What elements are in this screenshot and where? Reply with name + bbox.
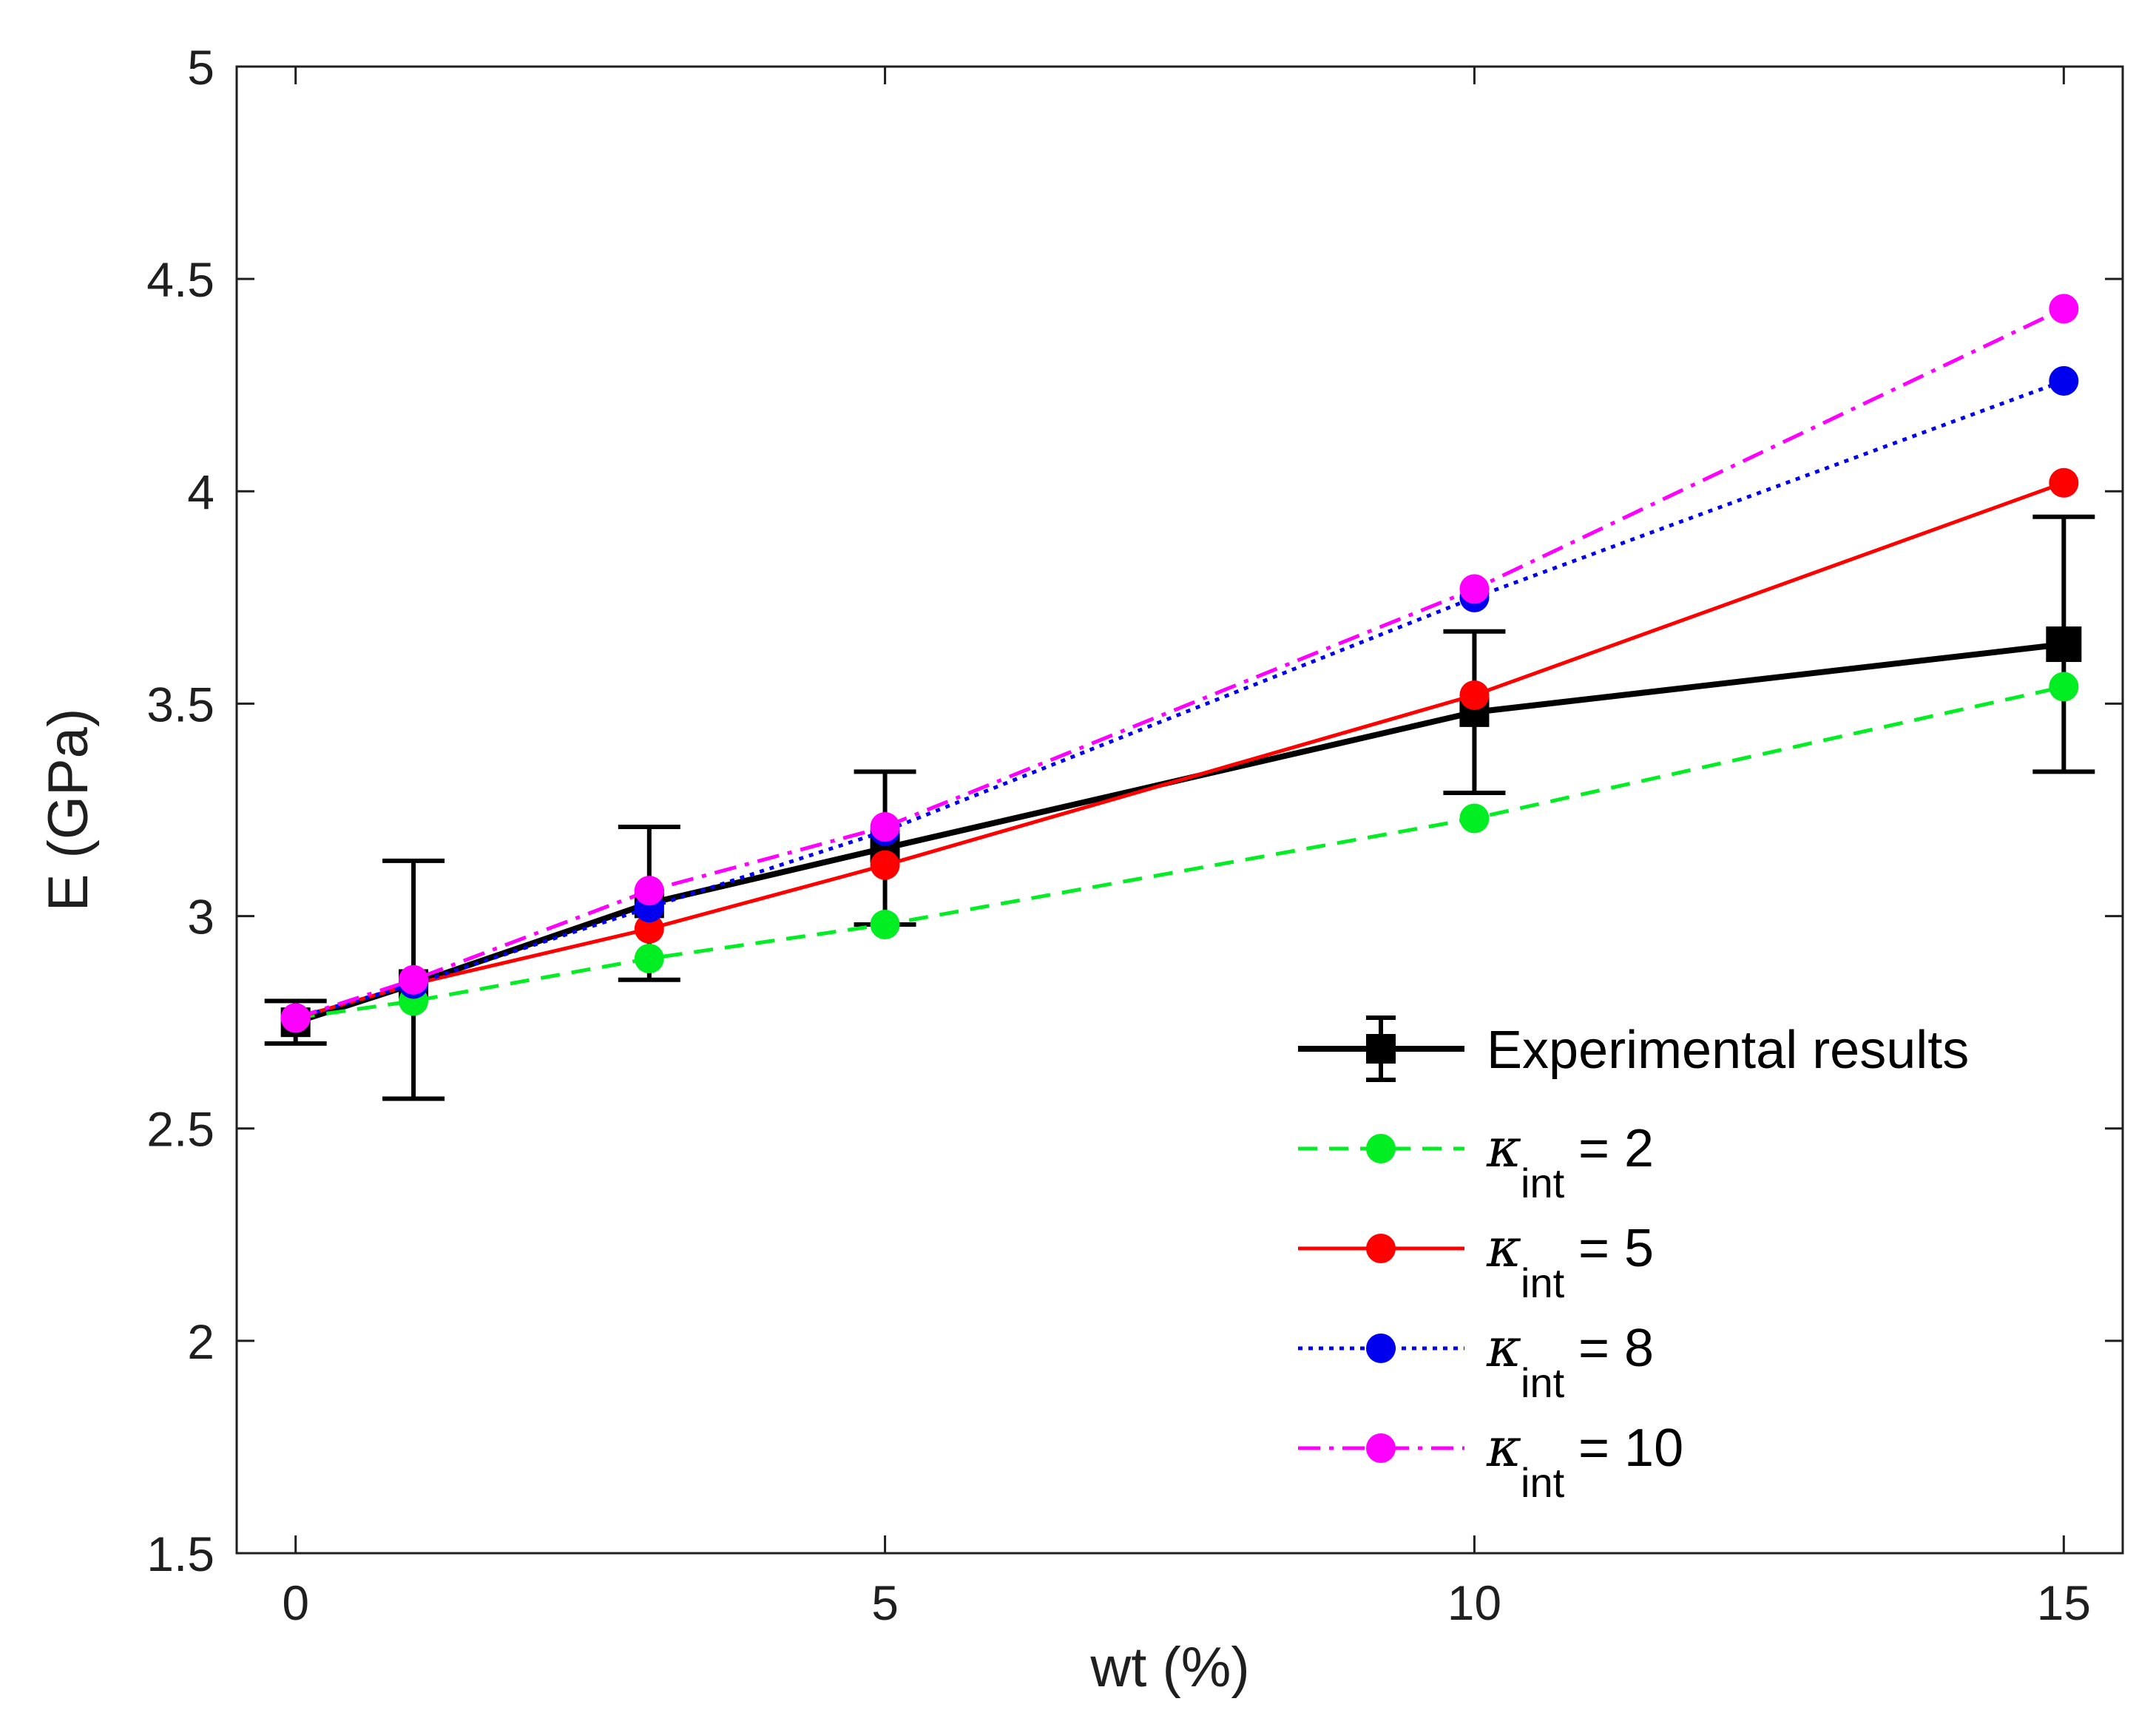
legend-label: = 10	[1578, 1419, 1683, 1478]
x-tick-label: 15	[2037, 1575, 2091, 1630]
y-tick-label: 2	[187, 1314, 214, 1369]
k8-line	[295, 379, 2065, 1020]
k8-marker	[2049, 365, 2079, 396]
k5-marker	[870, 850, 900, 880]
k10-marker	[280, 1003, 311, 1033]
y-tick-label: 3	[187, 890, 214, 944]
k2-marker	[2049, 672, 2079, 702]
k8-marker	[1366, 1334, 1396, 1363]
exp-marker	[2046, 626, 2082, 663]
k5-marker	[2049, 467, 2079, 498]
legend-subscript: int	[1521, 1459, 1565, 1506]
k10-marker	[1459, 574, 1490, 604]
k10-marker	[870, 811, 900, 842]
legend-kappa-symbol: κ	[1486, 1317, 1521, 1379]
exp-marker	[1366, 1034, 1396, 1064]
legend-kappa-symbol: κ	[1486, 1217, 1521, 1279]
y-tick-label: 2.5	[146, 1102, 214, 1157]
legend-subscript: int	[1521, 1260, 1565, 1306]
series-k10	[280, 294, 2079, 1033]
legend-label: Experimental results	[1487, 1021, 1969, 1080]
y-tick-label: 4.5	[146, 252, 214, 307]
k2-marker	[1459, 803, 1490, 834]
x-tick-label: 5	[871, 1575, 899, 1630]
k5-marker	[1459, 680, 1490, 710]
legend-label: = 2	[1578, 1119, 1654, 1178]
y-tick-label: 5	[187, 40, 214, 95]
y-tick-label: 3.5	[146, 677, 214, 731]
k10-marker	[2049, 294, 2079, 324]
x-tick-label: 10	[1447, 1575, 1501, 1630]
legend-subscript: int	[1521, 1359, 1565, 1406]
k10-marker	[1366, 1433, 1396, 1463]
k5-marker	[1366, 1234, 1396, 1263]
x-tick-label: 0	[282, 1575, 309, 1630]
legend-label: = 5	[1578, 1219, 1654, 1278]
series-group	[264, 294, 2095, 1101]
legend-kappa-symbol: κ	[1486, 1117, 1521, 1179]
legend-entry-exp: Experimental results	[1298, 1015, 1969, 1082]
x-axis-title: wt (%)	[1089, 1636, 1249, 1699]
y-tick-label: 1.5	[146, 1527, 214, 1581]
k10-line	[294, 307, 2065, 1020]
k2-marker	[870, 910, 900, 940]
k5-line	[295, 481, 2065, 1020]
k5-marker	[634, 913, 664, 944]
legend-label: = 8	[1578, 1319, 1654, 1378]
legend-kappa-symbol: κ	[1486, 1416, 1521, 1478]
legend-subscript: int	[1521, 1160, 1565, 1206]
k2-marker	[634, 944, 664, 973]
k10-marker	[399, 964, 429, 995]
tick-labels-group: 0 5 10 15 1.5 2 2.5 3 3.5 4 4.5 5	[146, 40, 2091, 1630]
k2-line	[295, 685, 2064, 1020]
plot-area-frame	[235, 65, 2124, 1555]
y-tick-label: 4	[187, 464, 214, 519]
k2-marker	[1366, 1134, 1396, 1163]
y-axis-title: E (GPa)	[37, 709, 100, 912]
k10-marker	[634, 876, 664, 906]
